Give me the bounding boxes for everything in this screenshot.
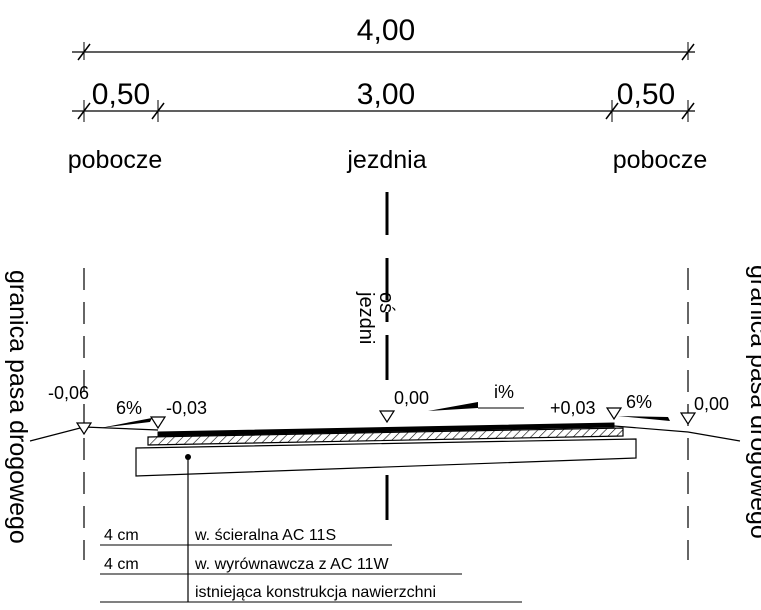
layer-legend: 4 cm w. ścieralna AC 11S 4 cm w. wyrówna… <box>100 454 522 603</box>
layer-2-thickness: 4 cm <box>104 556 139 573</box>
level-right-carriageway-edge: +0,03 <box>550 398 596 418</box>
slope-arrow-left-shoulder <box>100 418 152 428</box>
level-triangle-left-edge <box>75 422 93 436</box>
dimension-right-shoulder: 0,50 <box>617 78 675 111</box>
layer-3-description: istniejąca konstrukcja nawierzchni <box>195 584 436 601</box>
slope-carriageway: i% <box>494 382 514 402</box>
ground-line-left <box>29 426 159 442</box>
wearing-course <box>157 422 615 437</box>
slope-left-shoulder: 6% <box>116 398 142 418</box>
dimension-components: 0,50 3,00 0,50 <box>72 78 695 122</box>
dimension-total: 4,00 <box>72 14 695 61</box>
level-markers <box>75 407 697 436</box>
boundary-label-right-text: granica pasa drogowego <box>745 265 761 539</box>
level-right-edge: 0,00 <box>694 394 729 414</box>
level-axis: 0,00 <box>394 388 429 408</box>
zone-label-left: pobocze <box>68 146 163 174</box>
level-triangle-right-edge <box>679 412 697 426</box>
level-triangle-right-carriageway <box>605 407 623 421</box>
slope-arrow-carriageway <box>428 402 478 411</box>
level-left-edge: -0,06 <box>48 383 89 403</box>
dimension-total-value: 4,00 <box>357 14 415 47</box>
axis-label-line1: oś <box>375 292 397 313</box>
dimension-left-shoulder: 0,50 <box>92 78 150 111</box>
axis-label: oś jezdni <box>355 291 397 344</box>
layer-1-thickness: 4 cm <box>104 527 139 544</box>
dimension-carriageway: 3,00 <box>357 78 415 111</box>
boundary-label-right: granica pasa drogowego <box>745 265 761 539</box>
ground-line-right <box>613 425 741 442</box>
slope-right-shoulder: 6% <box>626 392 652 412</box>
boundary-label-left-text: granica pasa drogowego <box>4 270 32 544</box>
slope-arrow-right-shoulder <box>618 416 670 421</box>
layer-2-description: w. wyrównawcza z AC 11W <box>194 556 389 573</box>
boundary-label-left: granica pasa drogowego <box>4 270 32 544</box>
zone-label-center: jezdnia <box>346 146 426 174</box>
level-triangle-left-carriageway <box>149 416 167 430</box>
layer-1-description: w. ścieralna AC 11S <box>194 527 336 544</box>
levelling-layer <box>147 427 624 446</box>
level-triangle-axis <box>378 410 396 424</box>
existing-pavement <box>135 438 637 477</box>
zone-label-right: pobocze <box>613 146 708 174</box>
axis-label-line2: jezdni <box>355 291 377 344</box>
pavement-structure <box>135 422 637 477</box>
level-left-carriageway-edge: -0,03 <box>166 398 207 418</box>
